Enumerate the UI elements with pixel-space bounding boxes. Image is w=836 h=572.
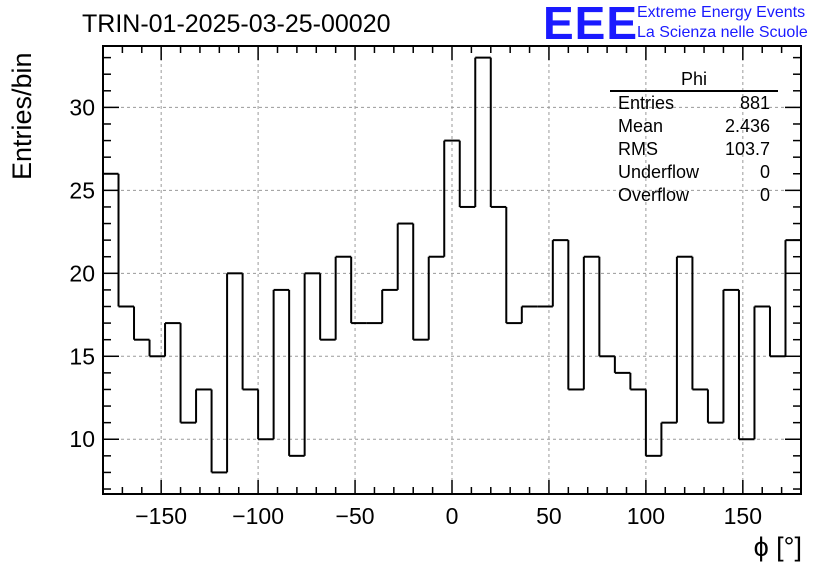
stats-label: Mean: [618, 116, 664, 136]
stats-row-entries: Entries 881: [610, 92, 778, 115]
stats-label: Underflow: [618, 162, 700, 182]
eee-logo: EEE: [543, 0, 639, 49]
stats-row-mean: Mean 2.436: [610, 115, 778, 138]
y-tick-label: 15: [69, 343, 95, 369]
stats-value: 0: [759, 162, 770, 182]
logo-text-line2: La Scienza nelle Scuole: [637, 24, 808, 41]
stats-row-underflow: Underflow 0: [610, 161, 778, 184]
stats-label: Entries: [618, 93, 675, 113]
x-tick-label: 50: [536, 503, 562, 529]
x-axis-ticks: −150 −100 −50 0 50 100 150: [121, 46, 783, 529]
stats-value: 103.7: [724, 139, 770, 159]
x-tick-label: −50: [336, 503, 375, 529]
stats-label: Overflow: [618, 185, 690, 205]
chart-title: TRIN-01-2025-03-25-00020: [82, 10, 391, 38]
stats-row-overflow: Overflow 0: [610, 184, 778, 207]
stats-title: Phi: [610, 68, 778, 92]
histogram-series: [103, 56, 801, 474]
stats-value: 0: [759, 185, 770, 205]
grid-lines: [103, 46, 801, 494]
y-tick-label: 25: [69, 177, 95, 203]
stats-row-rms: RMS 103.7: [610, 138, 778, 161]
x-tick-label: −150: [135, 503, 187, 529]
stats-value: 881: [739, 93, 770, 113]
y-tick-label: 30: [69, 94, 95, 120]
logo-text-line1: Extreme Energy Events: [637, 4, 806, 21]
y-axis-label: Entries/bin: [7, 52, 37, 180]
x-tick-label: 100: [627, 503, 665, 529]
x-tick-label: 0: [446, 503, 459, 529]
stats-label: RMS: [618, 139, 658, 159]
x-tick-label: −100: [232, 503, 284, 529]
x-axis-label: ϕ [°]: [753, 532, 802, 562]
x-tick-label: 150: [724, 503, 762, 529]
y-axis-ticks: 10 15 20 25 30: [69, 56, 801, 490]
stats-value: 2.436: [724, 116, 770, 136]
y-tick-label: 10: [69, 426, 95, 452]
stats-box: Phi Entries 881 Mean 2.436 RMS 103.7 Und…: [610, 68, 778, 207]
y-tick-label: 20: [69, 260, 95, 286]
